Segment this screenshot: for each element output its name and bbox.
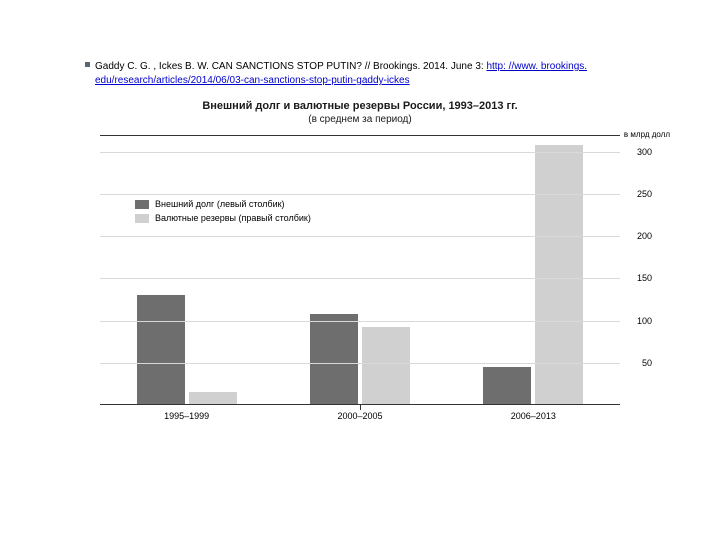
y-tick-label: 150	[637, 273, 652, 283]
y-tick-label: 50	[642, 358, 652, 368]
gridline	[100, 321, 620, 322]
plot-top-border	[100, 135, 620, 136]
x-tick	[360, 405, 361, 410]
gridline	[100, 363, 620, 364]
x-axis-labels: 1995–1999 2000–2005 2006–2013	[100, 411, 620, 421]
gridline	[100, 152, 620, 153]
bar-group	[483, 145, 583, 405]
citation-text: Gaddy C. G. , Ickes B. W. CAN SANCTIONS …	[95, 61, 486, 72]
gridline	[100, 278, 620, 279]
legend-swatch-icon	[135, 200, 149, 209]
x-axis-label: 2000–2005	[305, 411, 415, 421]
x-axis-label: 2006–2013	[478, 411, 588, 421]
bar-debt	[137, 295, 185, 405]
y-tick-label: 300	[637, 147, 652, 157]
bar-group	[137, 295, 237, 405]
gridline	[100, 194, 620, 195]
legend-label: Валютные резервы (правый столбик)	[155, 212, 311, 226]
y-tick-label: 250	[637, 189, 652, 199]
chart-title: Внешний долг и валютные резервы России, …	[100, 100, 620, 112]
bar-groups	[100, 135, 620, 405]
gridline	[100, 236, 620, 237]
citation-block: Gaddy C. G. , Ickes B. W. CAN SANCTIONS …	[95, 60, 625, 88]
y-tick-label: 200	[637, 231, 652, 241]
legend-label: Внешний долг (левый столбик)	[155, 198, 285, 212]
legend-row: Внешний долг (левый столбик)	[135, 198, 311, 212]
chart-legend: Внешний долг (левый столбик) Валютные ре…	[135, 197, 311, 226]
chart-container: Внешний долг и валютные резервы России, …	[100, 100, 620, 421]
y-tick-label: 100	[637, 316, 652, 326]
legend-row: Валютные резервы (правый столбик)	[135, 212, 311, 226]
y-axis-label: в млрд долл	[624, 130, 670, 139]
bar-reserves	[535, 145, 583, 405]
legend-swatch-icon	[135, 214, 149, 223]
bullet-icon	[85, 62, 90, 67]
chart-subtitle: (в среднем за период)	[100, 114, 620, 125]
bar-debt	[310, 314, 358, 405]
bar-debt	[483, 367, 531, 405]
bar-reserves	[362, 327, 410, 405]
x-axis-label: 1995–1999	[132, 411, 242, 421]
chart-plot-area: Внешний долг (левый столбик) Валютные ре…	[100, 135, 620, 405]
bar-group	[310, 314, 410, 405]
